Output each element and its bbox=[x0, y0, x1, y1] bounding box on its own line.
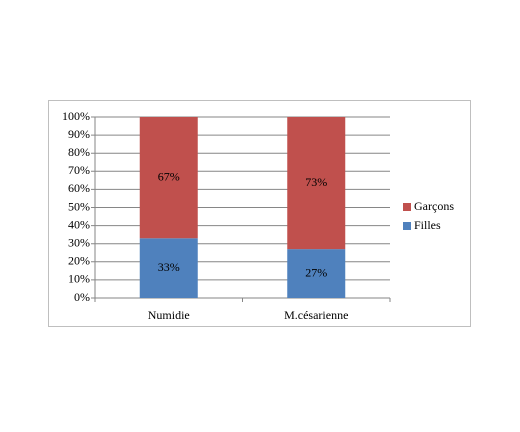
value-label: 27% bbox=[305, 265, 327, 279]
legend-swatch bbox=[403, 203, 411, 211]
y-tick-label: 40% bbox=[68, 217, 90, 231]
bar-segment bbox=[139, 238, 198, 298]
y-tick-label: 70% bbox=[68, 163, 90, 177]
y-tick-label: 100% bbox=[62, 109, 90, 123]
y-tick-label: 80% bbox=[68, 145, 90, 159]
legend-label: Garçons bbox=[414, 199, 454, 213]
y-tick-label: 10% bbox=[68, 272, 90, 286]
value-label: 73% bbox=[305, 175, 327, 189]
bar-segment bbox=[287, 249, 346, 298]
y-tick-label: 50% bbox=[68, 199, 90, 213]
x-tick-label: Numidie bbox=[148, 308, 190, 322]
y-tick-label: 60% bbox=[68, 181, 90, 195]
value-label: 33% bbox=[158, 260, 180, 274]
y-tick-label: 90% bbox=[68, 127, 90, 141]
value-label: 67% bbox=[158, 169, 180, 183]
bar-segment bbox=[139, 117, 198, 239]
y-tick-label: 20% bbox=[68, 254, 90, 268]
y-tick-label: 0% bbox=[74, 290, 90, 304]
legend-label: Filles bbox=[414, 218, 441, 232]
chart-frame bbox=[48, 100, 471, 327]
bar-segment bbox=[287, 117, 346, 250]
legend-swatch bbox=[403, 222, 411, 230]
y-tick-label: 30% bbox=[68, 235, 90, 249]
x-tick-label: M.césarienne bbox=[284, 308, 348, 322]
